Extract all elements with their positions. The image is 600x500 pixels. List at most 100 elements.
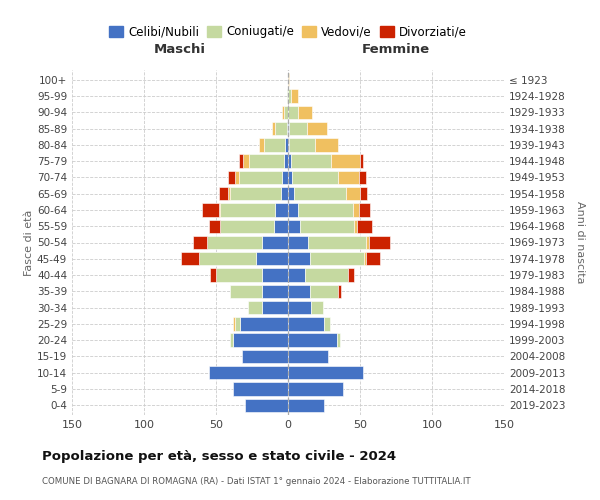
Bar [294, 187, 346, 200]
Bar [235, 170, 239, 184]
Bar [288, 106, 298, 119]
Bar [298, 106, 313, 119]
Bar [262, 268, 288, 281]
Bar [288, 252, 310, 266]
Bar [285, 138, 288, 151]
Bar [245, 398, 288, 412]
Bar [289, 122, 307, 136]
Bar [288, 204, 298, 216]
Bar [274, 220, 288, 233]
Bar [288, 220, 299, 233]
Bar [227, 187, 230, 200]
Bar [244, 154, 249, 168]
Bar [230, 187, 281, 200]
Bar [230, 284, 262, 298]
Bar [357, 220, 371, 233]
Y-axis label: Anni di nascita: Anni di nascita [575, 201, 585, 284]
Bar [311, 301, 323, 314]
Bar [288, 187, 294, 200]
Bar [284, 154, 288, 168]
Bar [316, 138, 338, 151]
Bar [216, 268, 262, 281]
Bar [242, 350, 288, 363]
Bar [259, 138, 263, 151]
Bar [233, 317, 235, 330]
Bar [310, 284, 338, 298]
Bar [209, 220, 220, 233]
Bar [338, 284, 341, 298]
Bar [262, 284, 288, 298]
Bar [288, 317, 324, 330]
Bar [364, 252, 366, 266]
Bar [289, 138, 316, 151]
Bar [360, 154, 363, 168]
Bar [354, 220, 357, 233]
Bar [219, 187, 227, 200]
Bar [256, 252, 288, 266]
Text: COMUNE DI BAGNARA DI ROMAGNA (RA) - Dati ISTAT 1° gennaio 2024 - Elaborazione TU: COMUNE DI BAGNARA DI ROMAGNA (RA) - Dati… [42, 478, 470, 486]
Bar [288, 268, 305, 281]
Bar [275, 204, 288, 216]
Bar [181, 252, 199, 266]
Bar [239, 154, 244, 168]
Bar [292, 170, 338, 184]
Bar [199, 252, 256, 266]
Bar [239, 170, 282, 184]
Bar [288, 90, 291, 102]
Bar [227, 170, 235, 184]
Bar [263, 138, 285, 151]
Bar [299, 220, 354, 233]
Bar [288, 138, 289, 151]
Bar [241, 317, 288, 330]
Bar [287, 90, 288, 102]
Bar [338, 170, 359, 184]
Bar [307, 122, 327, 136]
Bar [310, 252, 364, 266]
Bar [220, 220, 274, 233]
Bar [275, 122, 287, 136]
Bar [220, 204, 275, 216]
Bar [262, 301, 288, 314]
Bar [288, 154, 291, 168]
Bar [288, 73, 289, 86]
Bar [272, 122, 275, 136]
Bar [324, 317, 330, 330]
Bar [346, 187, 360, 200]
Bar [209, 366, 288, 380]
Bar [249, 154, 284, 168]
Bar [349, 268, 354, 281]
Bar [282, 170, 288, 184]
Bar [308, 236, 366, 249]
Bar [368, 236, 390, 249]
Bar [305, 268, 349, 281]
Bar [288, 170, 292, 184]
Bar [210, 268, 216, 281]
Bar [193, 236, 208, 249]
Bar [230, 334, 233, 347]
Bar [366, 252, 380, 266]
Bar [288, 284, 310, 298]
Bar [288, 366, 363, 380]
Bar [353, 204, 359, 216]
Bar [288, 301, 311, 314]
Bar [282, 106, 284, 119]
Bar [298, 204, 353, 216]
Bar [288, 398, 324, 412]
Bar [291, 154, 331, 168]
Bar [287, 122, 288, 136]
Y-axis label: Fasce di età: Fasce di età [24, 210, 34, 276]
Bar [291, 90, 298, 102]
Bar [208, 236, 262, 249]
Bar [288, 350, 328, 363]
Bar [219, 204, 220, 216]
Bar [281, 187, 288, 200]
Bar [262, 236, 288, 249]
Bar [288, 236, 308, 249]
Bar [359, 170, 366, 184]
Bar [288, 382, 343, 396]
Bar [331, 154, 360, 168]
Bar [359, 204, 370, 216]
Bar [248, 301, 262, 314]
Bar [233, 382, 288, 396]
Bar [235, 317, 241, 330]
